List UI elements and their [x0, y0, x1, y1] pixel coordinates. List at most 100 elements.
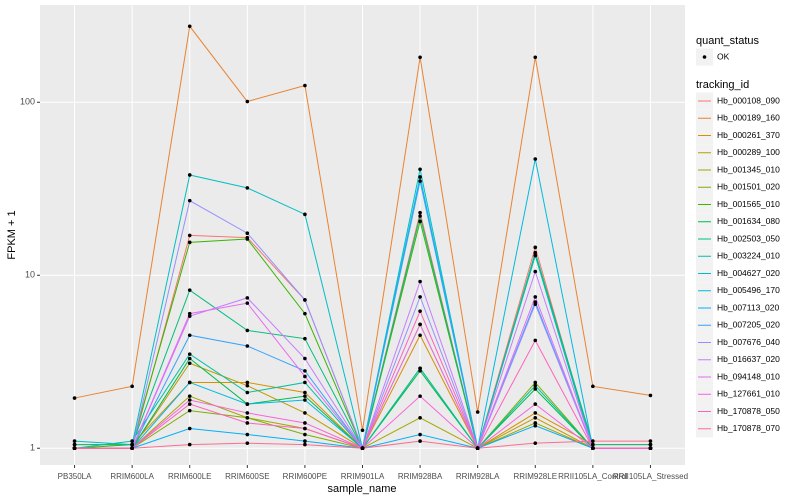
data-point [533, 295, 538, 299]
y-axis-title: FPKM + 1 [6, 210, 18, 259]
data-point [245, 441, 250, 445]
data-point [303, 442, 307, 447]
data-point [245, 186, 250, 190]
data-point [303, 380, 307, 385]
legend-label: Hb_000289_100 [717, 147, 780, 157]
data-point [245, 296, 250, 300]
data-point [187, 198, 192, 203]
data-point [303, 374, 307, 379]
data-point [303, 311, 307, 316]
data-point [591, 446, 595, 451]
data-point [418, 210, 422, 215]
legend-label: Hb_000261_370 [717, 130, 780, 140]
data-point [418, 219, 422, 224]
data-point [187, 352, 192, 356]
data-point [648, 439, 653, 443]
data-point [533, 157, 538, 161]
data-point [187, 361, 192, 366]
data-point [418, 179, 422, 183]
data-point [187, 288, 192, 292]
data-point [130, 446, 134, 451]
data-point [591, 442, 595, 447]
data-point [533, 269, 538, 274]
y-tick-label: 1 [30, 443, 35, 453]
data-point [72, 396, 77, 400]
data-point [245, 301, 250, 305]
data-point [303, 336, 307, 341]
data-point [418, 175, 422, 179]
legend-label: Hb_001345_010 [717, 164, 780, 174]
data-point [533, 338, 538, 343]
data-point [130, 384, 134, 389]
data-point [245, 328, 250, 333]
x-tick-label: RRIM901LA [341, 472, 385, 481]
data-point [360, 428, 365, 433]
x-tick-label: RRII105LA_Stressed [613, 472, 688, 481]
data-point [303, 426, 307, 431]
legend-label: Hb_004627_020 [717, 268, 780, 278]
data-point [187, 380, 192, 385]
data-point [418, 167, 422, 172]
legend-label: Hb_005496_170 [717, 285, 780, 295]
data-point [303, 356, 307, 361]
data-point [418, 432, 422, 437]
x-tick-label: RRIM600SE [225, 472, 269, 481]
data-point [187, 240, 192, 245]
data-point [591, 384, 595, 389]
data-point [303, 432, 307, 437]
data-point [533, 415, 538, 420]
legend-label: Hb_001634_080 [717, 216, 780, 226]
y-tick-label: 10 [25, 270, 35, 280]
legend-label: Hb_016637_020 [717, 354, 780, 364]
data-point [245, 421, 250, 425]
data-point [245, 344, 250, 348]
data-point [245, 380, 250, 385]
x-tick-label: RRIM600LA [110, 472, 154, 481]
data-point [303, 411, 307, 415]
data-point [245, 415, 250, 420]
data-point [187, 24, 192, 29]
data-point [245, 231, 250, 236]
y-tick-label: 100 [20, 97, 35, 107]
data-point [418, 439, 422, 443]
data-point [72, 446, 77, 451]
data-point [303, 298, 307, 302]
data-point [303, 83, 307, 88]
x-tick-label: RRIM928LA [456, 472, 500, 481]
x-axis-title: sample_name [327, 483, 396, 495]
data-point [418, 322, 422, 327]
data-point [187, 311, 192, 316]
legend-label: OK [717, 51, 730, 61]
data-point [533, 383, 538, 388]
data-point [245, 432, 250, 437]
legend-label: Hb_000108_090 [717, 95, 780, 105]
data-point [533, 302, 538, 307]
data-point [130, 442, 134, 447]
data-point [245, 237, 250, 241]
data-point [187, 394, 192, 398]
data-point [187, 173, 192, 177]
data-point [418, 55, 422, 60]
legend-label: Hb_094148_010 [717, 371, 780, 381]
point-legend-title: quant_status [696, 35, 759, 47]
x-tick-label: RRII105LA_Control [558, 472, 628, 481]
x-tick-label: RRIM928BA [398, 472, 443, 481]
data-point [187, 398, 192, 402]
legend-label: Hb_007205_020 [717, 320, 780, 330]
legend-label: Hb_000189_160 [717, 113, 780, 123]
legend-label: Hb_001501_020 [717, 182, 780, 192]
x-tick-label: RRIM600LE [168, 472, 212, 481]
legend-label: Hb_170878_050 [717, 406, 780, 416]
data-point [418, 369, 422, 373]
legend-label: Hb_001565_010 [717, 199, 780, 209]
data-point [72, 439, 77, 443]
data-point [533, 380, 538, 385]
data-point [245, 390, 250, 395]
data-point [533, 441, 538, 445]
x-tick-label: RRIM928LE [513, 472, 557, 481]
data-point [533, 55, 538, 60]
data-point [418, 295, 422, 299]
legend-point [702, 55, 707, 59]
data-point [187, 356, 192, 361]
